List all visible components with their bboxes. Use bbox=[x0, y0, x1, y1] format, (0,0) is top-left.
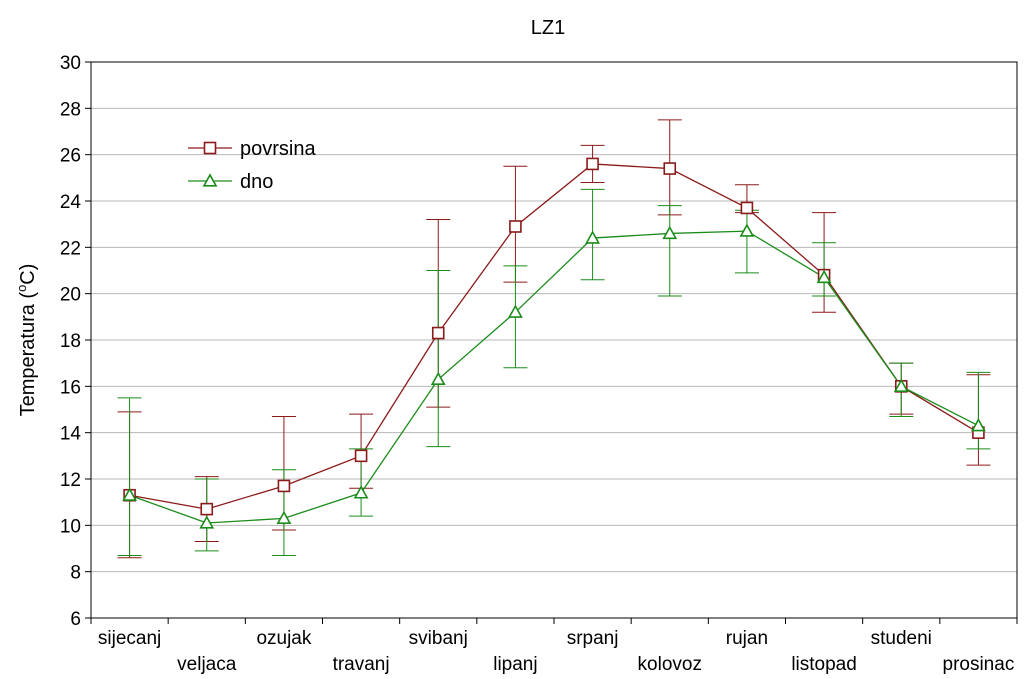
data-point-triangle bbox=[353, 485, 369, 499]
x-tick-label: veljaca bbox=[177, 654, 237, 675]
data-point-triangle bbox=[662, 225, 678, 240]
y-tick-label: 10 bbox=[60, 516, 81, 537]
data-point-square bbox=[203, 141, 217, 155]
x-tick-label: listopad bbox=[791, 654, 857, 675]
markers-povrsina bbox=[123, 157, 985, 516]
data-point-square bbox=[354, 449, 368, 463]
x-tick-label: travanj bbox=[333, 654, 390, 675]
y-tick-label: 14 bbox=[60, 424, 82, 445]
data-point-square bbox=[663, 162, 677, 175]
x-tick-label: ozujak bbox=[256, 628, 311, 649]
data-point-square bbox=[200, 502, 214, 516]
legend-label: dno bbox=[240, 171, 273, 193]
grid-lines bbox=[91, 107, 1017, 573]
data-point-square bbox=[586, 157, 599, 171]
data-point-triangle bbox=[739, 223, 755, 237]
series-line bbox=[129, 163, 979, 510]
legend-item-dno: dno bbox=[188, 171, 273, 193]
y-tick-label: 28 bbox=[60, 99, 81, 120]
x-tick-label: sijecanj bbox=[98, 628, 161, 649]
y-tick-label: 30 bbox=[60, 53, 81, 74]
legend-item-povrsina: povrsina bbox=[188, 138, 316, 160]
y-tick-label: 8 bbox=[70, 563, 81, 584]
data-point-triangle bbox=[202, 173, 218, 187]
y-tick-label: 20 bbox=[60, 285, 81, 306]
y-tick-label: 24 bbox=[60, 192, 82, 213]
legend-label: povrsina bbox=[240, 138, 316, 160]
x-axis: sijecanj veljaca ozujak travanj svibanj lipan… bbox=[90, 618, 1018, 675]
y-axis-label-sup: o bbox=[14, 285, 29, 292]
y-axis-label-main: Temperatura ( bbox=[17, 292, 39, 417]
data-point-square bbox=[740, 201, 754, 215]
series-line bbox=[129, 230, 979, 524]
x-tick-label: studeni bbox=[871, 628, 932, 649]
data-point-triangle bbox=[585, 230, 600, 244]
y-tick-label: 18 bbox=[60, 331, 81, 352]
data-point-triangle bbox=[122, 487, 137, 501]
data-point-triangle bbox=[276, 510, 292, 525]
data-point-triangle bbox=[199, 515, 215, 529]
x-tick-label: lipanj bbox=[493, 654, 537, 675]
x-tick-label: kolovoz bbox=[638, 654, 702, 675]
y-tick-label: 16 bbox=[60, 377, 81, 398]
y-tick-label: 12 bbox=[60, 470, 81, 491]
y-tick-label: 22 bbox=[60, 238, 81, 259]
chart-title: LZ1 bbox=[531, 17, 565, 39]
x-tick-label: rujan bbox=[726, 628, 768, 649]
data-point-triangle bbox=[816, 269, 832, 284]
y-axis: 6 8 10 12 14 16 18 20 22 24 26 28 30 bbox=[60, 53, 91, 630]
y-tick-label: 6 bbox=[70, 609, 81, 630]
data-point-square bbox=[277, 479, 291, 493]
series-dno bbox=[117, 188, 991, 556]
y-axis-label-unit: C) bbox=[17, 264, 39, 285]
series-group bbox=[117, 119, 991, 559]
data-point-triangle bbox=[430, 371, 446, 386]
data-point-triangle bbox=[893, 378, 909, 392]
x-tick-label: svibanj bbox=[409, 628, 468, 649]
data-point-square bbox=[509, 220, 522, 233]
data-point-square bbox=[431, 326, 445, 340]
y-axis-label: Temperatura (oC) bbox=[14, 264, 39, 417]
y-tick-label: 26 bbox=[60, 146, 81, 167]
markers-dno bbox=[122, 223, 986, 529]
data-point-triangle bbox=[508, 304, 523, 318]
data-point-triangle bbox=[971, 418, 986, 432]
x-tick-label: srpanj bbox=[567, 628, 619, 649]
legend: povrsina dno bbox=[188, 138, 316, 193]
x-tick-label: prosinac bbox=[943, 654, 1015, 675]
